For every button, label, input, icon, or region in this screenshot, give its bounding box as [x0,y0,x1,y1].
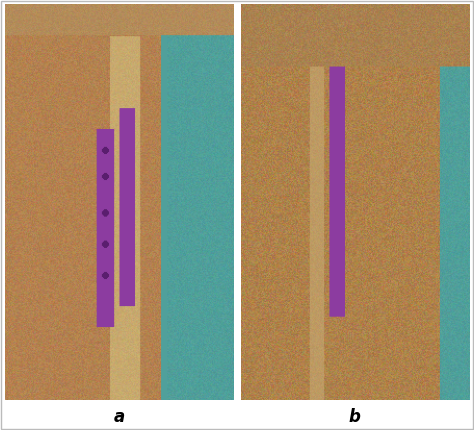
Text: b: b [349,408,361,426]
Text: a: a [113,408,125,426]
